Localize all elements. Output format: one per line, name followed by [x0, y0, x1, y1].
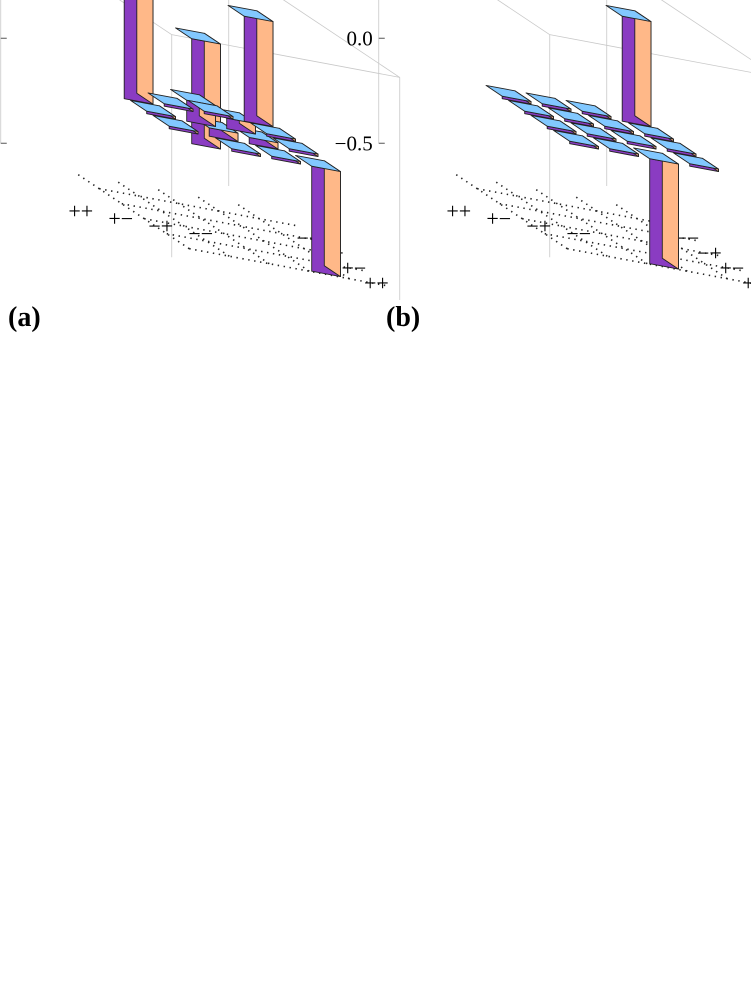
bar-top-face [610, 129, 657, 148]
frame-edge [660, 0, 751, 61]
bar-top-face [588, 114, 634, 133]
column-label: +− [108, 206, 133, 231]
z-tick-label: 0.0 [347, 26, 373, 50]
bars [123, 0, 341, 278]
bar [250, 122, 296, 143]
panel-a: 0.50.0−0.5+++−−+−−+++−−+−−(a) [0, 0, 401, 333]
bars [485, 4, 719, 270]
frame-edge [497, 0, 550, 35]
bar-top-face [525, 92, 572, 110]
panel-b: 0.50.0−0.5+++−−+−−+++−−+−−(b) [335, 0, 751, 333]
column-label: ++ [446, 199, 471, 224]
bar-side-face [256, 10, 274, 128]
row-label: +− [342, 255, 367, 280]
bar [650, 137, 697, 158]
basis-labels: +++−−+−−+++−−+−− [68, 199, 388, 296]
bar [227, 4, 274, 128]
frame-edge [282, 0, 400, 78]
bar [187, 99, 234, 120]
bar [548, 107, 594, 128]
row-label: ++ [742, 270, 751, 295]
bar [610, 129, 657, 150]
bar [530, 114, 577, 135]
bar-top-face [295, 154, 341, 173]
bar [272, 137, 319, 158]
bar [553, 129, 599, 150]
bar [215, 137, 261, 158]
bar-top-face [485, 84, 532, 103]
column-label: −+ [148, 214, 173, 239]
bar-top-face [605, 4, 652, 23]
bar-top-face [187, 99, 234, 118]
bar-side-face [661, 152, 679, 270]
bar [152, 114, 199, 135]
bar-top-face [130, 99, 176, 118]
bar [593, 137, 639, 158]
bar [570, 122, 617, 143]
bar-top-face [650, 137, 697, 155]
bar-top-face [530, 114, 577, 133]
z-tick-label: −0.5 [335, 131, 373, 155]
column-label: ++ [68, 199, 93, 224]
bar-top-face [175, 27, 221, 45]
bar-top-face [565, 99, 612, 118]
bar-side-face [136, 0, 154, 105]
bar-top-face [673, 152, 719, 170]
z-axis: 0.50.0−0.5 [335, 26, 385, 155]
bar [605, 4, 652, 128]
bar-top-face [548, 107, 594, 125]
bar [633, 147, 679, 270]
row-label: ++ [364, 270, 389, 295]
bar-top-face [628, 122, 674, 140]
basis-labels: +++−−+−−+++−−+−− [446, 199, 751, 296]
bounding-box [378, 0, 751, 258]
bar-top-face [593, 137, 639, 155]
bar [565, 99, 612, 120]
bar-side-face [634, 10, 652, 128]
column-label: −+ [526, 214, 551, 239]
bar-top-face [152, 114, 199, 133]
bar-top-face [272, 137, 319, 155]
bar-top-face [255, 144, 301, 163]
bar [508, 99, 554, 120]
column-label: +− [486, 206, 511, 231]
bar-side-face [323, 160, 341, 278]
z-axis: 0.50.0−0.5 [0, 37, 7, 144]
bounding-box [0, 0, 401, 300]
panel-label: (a) [8, 302, 41, 333]
bar [673, 152, 719, 173]
bar [588, 114, 634, 135]
floor-grid-line [196, 195, 310, 272]
bar [485, 84, 532, 105]
bar [255, 144, 301, 165]
row-label: +− [720, 255, 745, 280]
bar [525, 92, 572, 113]
bar-top-face [633, 147, 679, 165]
column-label: −− [566, 221, 591, 246]
frame-edge [549, 34, 751, 73]
bar [147, 92, 194, 113]
bar [130, 99, 176, 120]
column-label: −− [188, 221, 213, 246]
panel-label: (b) [386, 302, 420, 333]
bar [295, 154, 341, 278]
bar-top-face [570, 122, 617, 140]
bar-top-face [508, 99, 554, 118]
bar-top-face [227, 4, 274, 23]
row-label: −+ [697, 240, 722, 265]
bar [123, 0, 154, 105]
bar-top-face [250, 122, 296, 140]
bar-top-face [215, 137, 261, 155]
bar-top-face [553, 129, 599, 148]
bar-top-face [147, 92, 194, 110]
bar [628, 122, 674, 143]
